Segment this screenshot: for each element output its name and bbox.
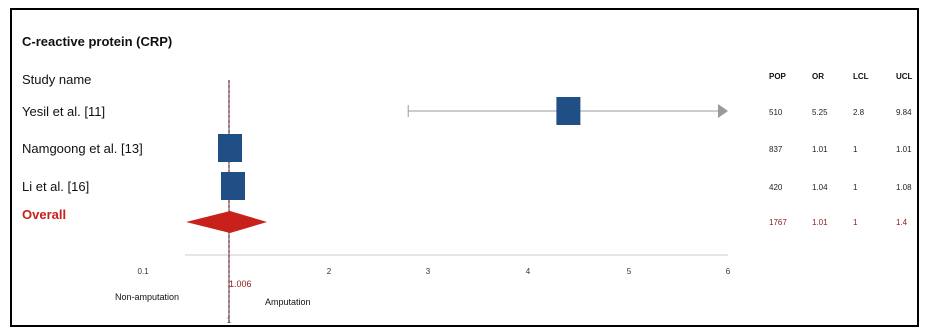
x-tick-label: 4: [526, 267, 531, 276]
right-side-label: Amputation: [265, 297, 311, 307]
study-box: [221, 172, 245, 200]
study-name: Namgoong et al. [13]: [22, 141, 143, 156]
col-header-lcl: LCL: [853, 72, 869, 81]
cell-or: 5.25: [812, 108, 828, 117]
cell-ucl: 1.01: [896, 145, 912, 154]
overall-lcl: 1: [853, 218, 858, 227]
cell-pop: 837: [769, 145, 783, 154]
overall-pop: 1767: [769, 218, 787, 227]
cell-ucl: 1.08: [896, 183, 912, 192]
cell-pop: 420: [769, 183, 783, 192]
x-tick-label: 5: [627, 267, 632, 276]
left-side-label: Non-amputation: [115, 292, 179, 302]
chart-title: C-reactive protein (CRP): [22, 34, 172, 49]
x-tick-label: 3: [426, 267, 431, 276]
x-tick-label: 1: [227, 316, 232, 325]
x-tick-label: 6: [726, 267, 731, 276]
reference-annotation: 1.006: [229, 279, 252, 289]
cell-or: 1.04: [812, 183, 828, 192]
cell-lcl: 1: [853, 145, 858, 154]
overall-diamond: [186, 211, 267, 233]
col-header-ucl: UCL: [896, 72, 913, 81]
cell-ucl: 9.84: [896, 108, 912, 117]
overall-ucl: 1.4: [896, 218, 908, 227]
overall-label: Overall: [22, 207, 66, 222]
cell-pop: 510: [769, 108, 783, 117]
x-tick-label: 0.1: [137, 267, 149, 276]
figure-frame: [10, 8, 919, 327]
cell-or: 1.01: [812, 145, 828, 154]
study-box: [556, 97, 581, 125]
x-tick-label: 2: [327, 267, 332, 276]
study-header: Study name: [22, 72, 91, 87]
overall-or: 1.01: [812, 218, 828, 227]
col-header-or: OR: [812, 72, 824, 81]
col-header-pop: POP: [769, 72, 787, 81]
cell-lcl: 2.8: [853, 108, 865, 117]
study-name: Li et al. [16]: [22, 179, 89, 194]
study-box: [218, 134, 242, 162]
ci-arrow: [718, 104, 728, 118]
study-name: Yesil et al. [11]: [22, 104, 105, 119]
cell-lcl: 1: [853, 183, 858, 192]
